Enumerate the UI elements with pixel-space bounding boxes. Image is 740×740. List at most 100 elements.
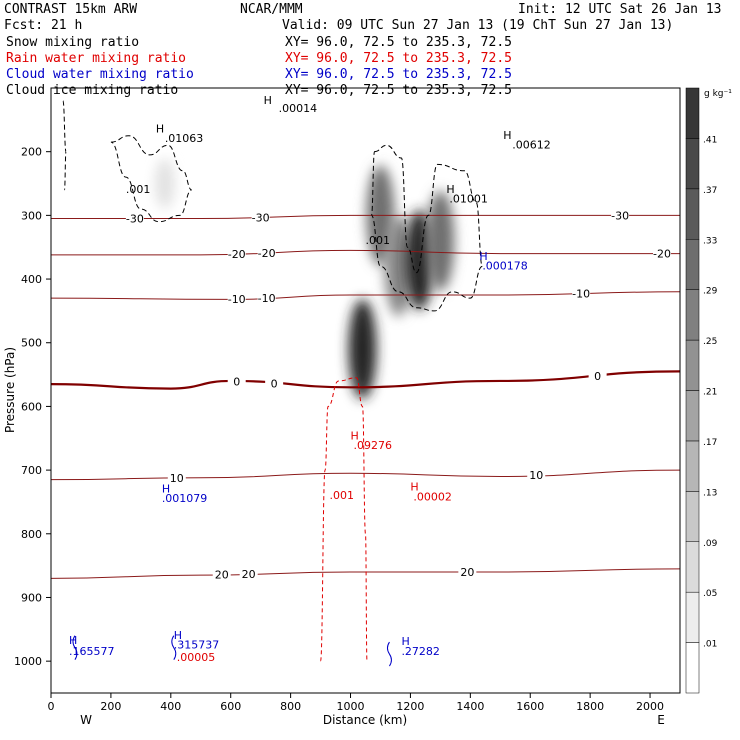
max-value-label: .001 <box>330 489 355 502</box>
isotherm-label-bg <box>239 568 258 581</box>
colorbar-label: .25 <box>703 337 717 347</box>
cloud-water-contour <box>72 635 78 660</box>
isotherm-layer: -30 -30 -30 -20 -20 -20 -10 -10 -10 0 0 0 10 10 20 20 20 <box>51 209 680 582</box>
isotherm-label: 20 <box>215 569 229 582</box>
field-legend: Snow mixing ratio XY= 96.0, 72.5 to 235.3… <box>6 35 512 98</box>
isotherm-label-bg <box>125 212 144 225</box>
high-marker: H <box>174 629 182 642</box>
cloud-ice-contour <box>370 144 483 312</box>
isotherm-line <box>51 469 680 481</box>
field-name: Cloud ice mixing ratio <box>6 83 178 98</box>
snow-core <box>154 158 175 209</box>
field-name: Snow mixing ratio <box>6 35 139 50</box>
isotherm-line <box>51 568 680 579</box>
isotherm-label: -10 <box>258 292 276 305</box>
high-marker: H <box>156 123 164 136</box>
isotherm-label-bg <box>588 369 607 382</box>
x-axis-title: Distance (km) <box>323 713 407 727</box>
colorbar-bin <box>685 390 700 442</box>
x-tick-label: 1200 <box>396 700 424 713</box>
max-value-label: .00002 <box>413 491 452 504</box>
field-name: Rain water mixing ratio <box>6 51 186 66</box>
isotherm-line <box>51 370 680 390</box>
isotherm-label: 0 <box>233 375 240 388</box>
forecast-hour: Fcst: 21 h <box>4 18 82 33</box>
max-value-label: .01001 <box>449 193 488 206</box>
isotherm-label-bg <box>458 566 477 578</box>
y-axis-title: Pressure (hPa) <box>3 347 17 433</box>
colorbar-label: .33 <box>703 236 717 246</box>
high-marker: H <box>351 430 359 443</box>
cloud-water-contour-layer <box>72 635 392 667</box>
colorbar-label: .29 <box>703 287 718 297</box>
max-value-label: .00612 <box>512 139 551 152</box>
isotherm-label-bg <box>227 293 246 306</box>
isotherm-label-bg <box>653 247 672 260</box>
cloud-ice-contour <box>62 100 67 191</box>
center-label: NCAR/MMM <box>240 2 303 17</box>
y-tick-label: 900 <box>21 591 42 604</box>
snow-core <box>426 190 455 291</box>
colorbar-bin <box>685 87 700 139</box>
x-tick-label: 200 <box>100 700 121 713</box>
east-label: E <box>657 713 665 727</box>
colorbar-label: .09 <box>703 539 718 549</box>
max-value-label: .001079 <box>162 492 208 505</box>
x-tick-label: 400 <box>160 700 181 713</box>
isotherm-label-bg <box>212 568 231 581</box>
y-tick-label: 300 <box>21 209 42 222</box>
max-value-label: .27282 <box>401 645 440 658</box>
model-title: CONTRAST 15km ARW <box>4 2 137 17</box>
x-tick-label: 0 <box>48 700 55 713</box>
field-section-coords: XY= 96.0, 72.5 to 235.3, 72.5 <box>285 67 512 82</box>
cloud-ice-contour-layer <box>62 100 483 312</box>
isotherm-label: -20 <box>228 248 246 261</box>
isotherm-label-bg <box>265 377 284 390</box>
y-tick-label: 800 <box>21 528 42 541</box>
y-axis: 200 300 400 500 600 700 800 900 1000 <box>14 146 51 668</box>
isotherm-line <box>51 249 680 256</box>
x-tick-label: 1800 <box>576 700 604 713</box>
max-value-label: .165577 <box>69 645 115 658</box>
valid-time: Valid: 09 UTC Sun 27 Jan 13 (19 ChT Sun … <box>282 18 673 33</box>
colorbar-label: .01 <box>703 640 717 650</box>
colorbar-bin <box>685 541 700 593</box>
x-tick-label: 1000 <box>337 700 365 713</box>
isotherm-label-bg <box>257 246 276 259</box>
field-section-coords: XY= 96.0, 72.5 to 235.3, 72.5 <box>285 83 512 98</box>
init-time: Init: 12 UTC Sat 26 Jan 13 <box>518 2 722 17</box>
max-value-label: .09276 <box>354 439 393 452</box>
cloud-ice-contour <box>110 135 193 223</box>
colorbar-label: .05 <box>703 589 717 599</box>
max-value-label: .001 <box>126 183 151 196</box>
x-tick-label: 800 <box>280 700 301 713</box>
colorbar-label: .37 <box>703 186 717 196</box>
snow-core <box>384 216 413 317</box>
snow-core <box>348 299 377 400</box>
isotherm-label: 10 <box>529 469 543 482</box>
x-tick-label: 2000 <box>636 700 664 713</box>
y-tick-label: 500 <box>21 337 42 350</box>
field-section-coords: XY= 96.0, 72.5 to 235.3, 72.5 <box>285 51 512 66</box>
colorbar: .01 .05 .09 .13 .17 .21 .25 .29 .33 .37 .41 <box>685 87 718 694</box>
max-value-label: .01063 <box>165 132 204 145</box>
colorbar-label: .17 <box>703 438 717 448</box>
field-name: Cloud water mixing ratio <box>6 67 194 82</box>
max-value-label: .00005 <box>177 651 216 664</box>
colorbar-bin <box>685 188 700 240</box>
max-value-label: .315737 <box>174 638 220 651</box>
isotherm-label-bg <box>527 469 546 482</box>
rain-contour-layer <box>320 377 368 662</box>
high-marker: H <box>69 634 77 647</box>
snow-core <box>405 209 434 310</box>
isotherm-label: -30 <box>611 209 629 222</box>
colorbar-bin <box>685 339 700 391</box>
isotherm-label: -20 <box>653 248 671 261</box>
colorbar-bin <box>685 642 700 694</box>
isotherm-label-bg <box>572 287 591 300</box>
high-marker: H <box>264 94 272 107</box>
colorbar-units: g kg⁻¹ <box>704 89 732 99</box>
high-marker: H <box>503 129 511 142</box>
isotherm-label: 0 <box>594 370 601 383</box>
